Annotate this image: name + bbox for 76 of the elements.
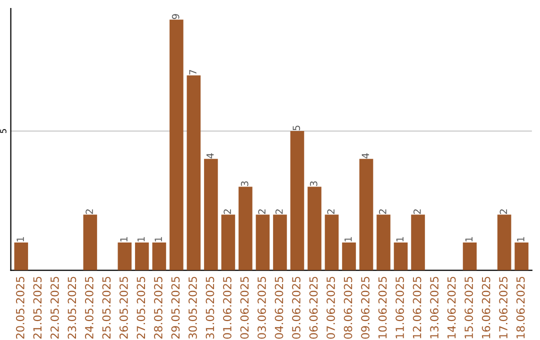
x-tick-label: 10.06.2025	[378, 276, 387, 338]
bar	[411, 214, 425, 270]
data-label: 2	[224, 209, 231, 214]
bar	[324, 214, 339, 270]
bar	[376, 214, 390, 270]
data-label: 2	[378, 209, 386, 214]
x-tick-label: 16.06.2025	[482, 276, 490, 338]
x-tick-label: 12.06.2025	[412, 276, 422, 338]
bar	[14, 242, 28, 270]
data-label: 2	[258, 209, 266, 214]
bar	[273, 214, 287, 270]
bar	[308, 186, 322, 270]
data-label: 2	[86, 209, 93, 214]
data-label: 7	[189, 70, 196, 75]
data-label: 2	[275, 209, 283, 214]
bar	[256, 214, 270, 270]
x-tick-label: 02.06.2025	[240, 276, 249, 339]
x-tick-label: 04.06.2025	[274, 276, 284, 339]
data-label: 1	[465, 237, 472, 242]
bar	[359, 158, 374, 270]
x-tick-label: 03.06.2025	[258, 276, 266, 339]
x-tick-label: 06.06.2025	[309, 276, 318, 339]
bar	[221, 214, 236, 270]
data-label: 9	[172, 14, 180, 20]
data-label: 3	[310, 181, 318, 186]
x-tick-label: 21.05.2025	[33, 276, 42, 339]
bar	[152, 242, 166, 270]
bar	[186, 75, 201, 270]
data-label: 2	[413, 209, 421, 214]
bar	[118, 242, 132, 270]
x-tick-label: 07.06.2025	[326, 276, 335, 339]
x-tick-label: 26.05.2025	[120, 276, 128, 339]
bar	[135, 242, 149, 270]
x-tick-label: 31.05.2025	[206, 276, 214, 339]
x-tick-label: 29.05.2025	[171, 276, 180, 339]
x-tick-label: 01.06.2025	[223, 276, 232, 339]
bar	[204, 158, 218, 270]
data-label: 1	[138, 237, 145, 242]
bar	[83, 214, 98, 270]
x-tick-label: 22.05.2025	[50, 276, 59, 339]
data-label: 5	[292, 126, 300, 130]
x-tick-label: 05.06.2025	[292, 276, 300, 339]
bar	[514, 242, 528, 270]
x-tick-label: 23.05.2025	[68, 276, 76, 339]
x-tick-label: 30.05.2025	[188, 276, 197, 339]
x-tick-label: 28.05.2025	[154, 276, 162, 339]
data-label: 1	[344, 237, 352, 242]
bar	[394, 242, 408, 270]
data-label: 1	[517, 237, 524, 242]
data-label: 1	[154, 237, 162, 242]
bar	[462, 242, 477, 270]
data-label: 4	[206, 153, 214, 158]
bar	[342, 242, 356, 270]
x-tick-label: 20.05.2025	[16, 276, 24, 339]
x-tick-label: 18.06.2025	[516, 276, 525, 338]
x-tick-label: 14.06.2025	[447, 276, 456, 338]
data-label: 1	[120, 237, 128, 242]
x-tick-label: 13.06.2025	[430, 276, 438, 338]
x-tick-label: 08.06.2025	[344, 276, 352, 339]
x-tick-label: 09.06.2025	[361, 276, 370, 339]
bar	[238, 186, 252, 270]
bar	[290, 131, 304, 270]
x-tick-label: 25.05.2025	[102, 276, 111, 339]
x-tick-label: 15.06.2025	[464, 276, 474, 338]
data-label: 1	[396, 237, 404, 242]
data-label: 2	[327, 209, 334, 214]
x-tick-label: 27.05.2025	[136, 276, 146, 339]
x-tick-label: 11.06.2025	[396, 276, 404, 338]
data-label: 3	[240, 181, 248, 186]
x-tick-label: 17.06.2025	[499, 276, 508, 338]
data-label: 1	[16, 237, 24, 242]
x-tick-label: 24.05.2025	[84, 276, 94, 339]
data-label: 2	[500, 209, 507, 214]
bar	[170, 20, 184, 270]
bar	[497, 214, 512, 270]
data-label: 4	[362, 153, 369, 158]
